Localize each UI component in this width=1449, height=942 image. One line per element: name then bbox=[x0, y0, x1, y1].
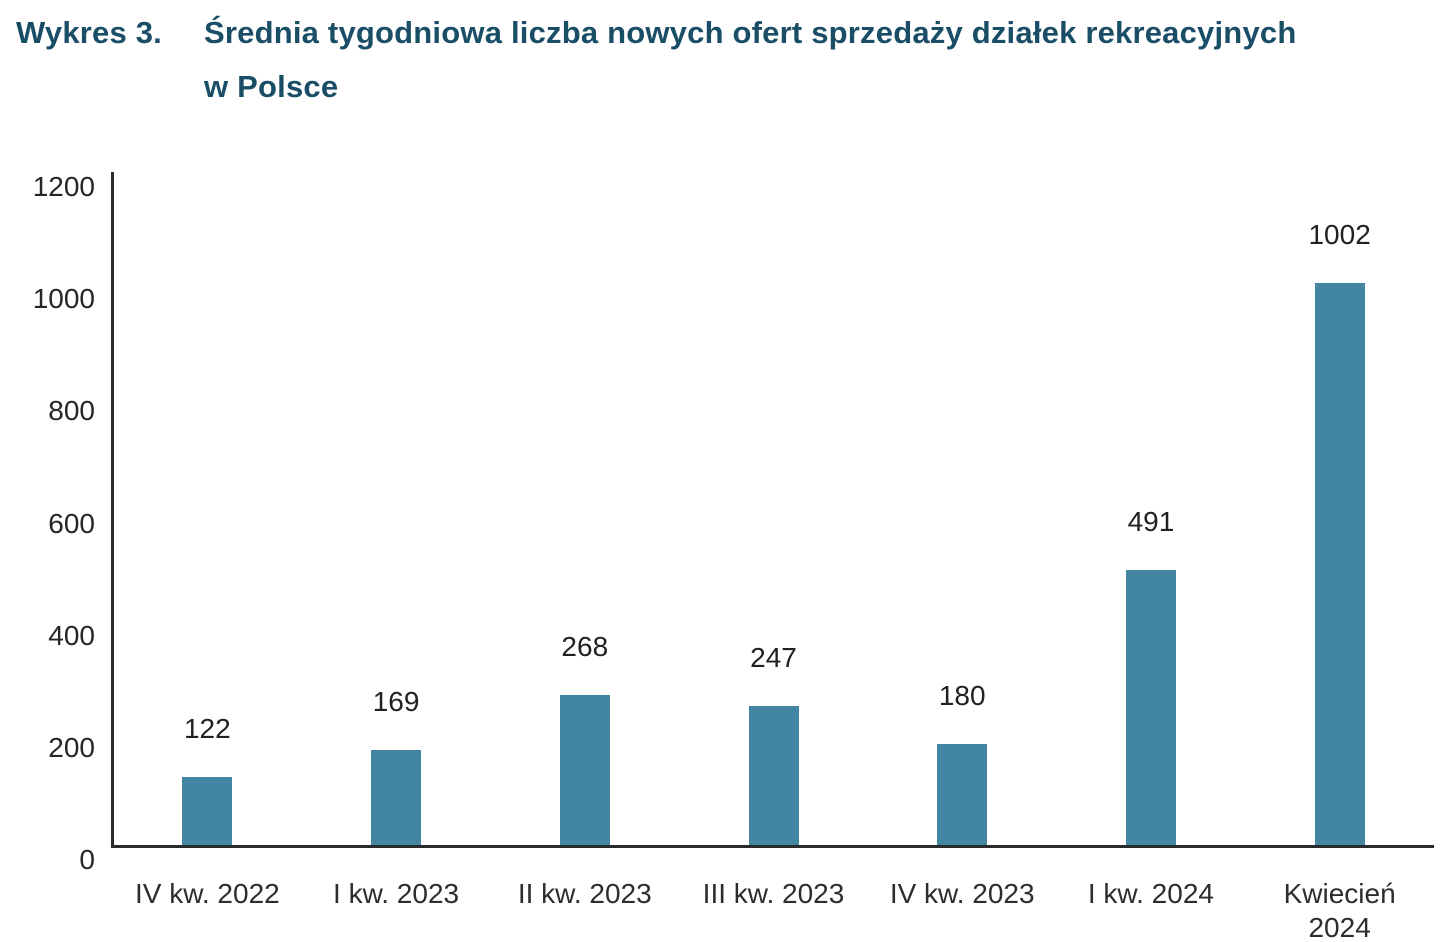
x-tick-label: I kw. 2024 bbox=[1056, 877, 1246, 911]
bar-value-label: 180 bbox=[938, 680, 986, 711]
x-tick-label: I kw. 2023 bbox=[301, 877, 491, 911]
y-tick-label: 1000 bbox=[32, 283, 95, 315]
bar-value-label: 1002 bbox=[1308, 219, 1371, 250]
x-tick-label: IV kw. 2023 bbox=[867, 877, 1057, 911]
bar-value-label: 122 bbox=[183, 713, 231, 744]
bar bbox=[182, 777, 233, 845]
bar bbox=[371, 750, 422, 845]
bar bbox=[937, 744, 988, 845]
chart-title-line2: w Polsce bbox=[204, 69, 339, 104]
x-tick-label-line: I kw. 2023 bbox=[333, 878, 460, 909]
x-tick-label-line: II kw. 2023 bbox=[517, 878, 652, 909]
bar bbox=[1125, 570, 1176, 845]
y-tick-label: 800 bbox=[48, 395, 95, 427]
x-tick-label: III kw. 2023 bbox=[679, 877, 869, 911]
bar bbox=[748, 706, 799, 845]
x-tick-label-line: IV kw. 2023 bbox=[889, 878, 1035, 909]
x-tick-label-line: IV kw. 2022 bbox=[134, 878, 280, 909]
chart-title: Wykres 3. Średnia tygodniowa liczba nowy… bbox=[16, 6, 1429, 114]
chart-number-label: Wykres 3. bbox=[16, 15, 162, 50]
y-tick-label: 400 bbox=[48, 619, 95, 651]
y-tick-label: 1200 bbox=[32, 171, 95, 202]
x-tick-label-line: 2024 bbox=[1308, 912, 1371, 942]
chart-title-text: Średnia tygodniowa liczba nowych ofert s… bbox=[204, 6, 1429, 114]
y-axis bbox=[111, 172, 114, 848]
chart-title-line1: Średnia tygodniowa liczba nowych ofert s… bbox=[204, 15, 1297, 50]
x-tick-label: IV kw. 2022 bbox=[112, 877, 302, 911]
bar bbox=[559, 695, 610, 845]
y-tick-label: 600 bbox=[48, 507, 95, 539]
bar-value-label: 247 bbox=[750, 642, 797, 673]
x-tick-label-line: Kwiecień bbox=[1283, 878, 1396, 909]
x-tick-label-line: I kw. 2024 bbox=[1087, 878, 1214, 909]
bar bbox=[1314, 283, 1365, 845]
y-tick-label: 0 bbox=[79, 844, 95, 875]
y-tick-label: 200 bbox=[48, 731, 95, 763]
bar-value-label: 491 bbox=[1127, 506, 1175, 537]
x-axis bbox=[111, 845, 1434, 848]
x-tick-label-line: III kw. 2023 bbox=[702, 878, 845, 909]
x-tick-label: II kw. 2023 bbox=[490, 877, 680, 911]
bar-value-label: 169 bbox=[372, 686, 420, 717]
bar-value-label: 268 bbox=[561, 631, 609, 662]
x-tick-label: Kwiecień 2024 bbox=[1245, 877, 1435, 942]
